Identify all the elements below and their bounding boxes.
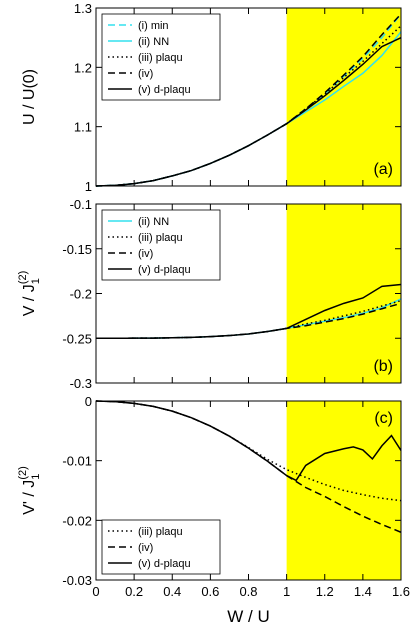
y-tick-label: -0.3 xyxy=(70,376,92,391)
y-axis-label-text: V / J xyxy=(21,284,38,316)
legend-label: (iv) xyxy=(138,68,153,80)
y-axis-label-text: U / U(0) xyxy=(21,69,38,125)
y-tick-label: -0.1 xyxy=(70,197,92,212)
y-tick-label: 1.3 xyxy=(74,1,92,16)
series-line xyxy=(95,36,402,187)
x-tick-label: 1.2 xyxy=(316,584,334,599)
y-tick-label: -0.15 xyxy=(62,242,92,257)
x-tick-label: 0 xyxy=(92,584,99,599)
x-tick-label: 0.6 xyxy=(201,584,219,599)
legend-label: (iv) xyxy=(138,542,153,554)
plot-frame xyxy=(95,7,402,187)
legend-label: (iii) plaqu xyxy=(138,232,183,244)
y-axis-label-sup: (2) xyxy=(17,466,29,479)
series-line xyxy=(95,400,402,533)
series-line xyxy=(95,400,402,482)
y-tick-label: 1.2 xyxy=(74,60,92,75)
legend-label: (v) d-plaqu xyxy=(138,558,191,570)
series-line xyxy=(96,283,402,339)
plot-frame xyxy=(95,400,402,581)
x-tick-label: 0.8 xyxy=(239,584,257,599)
legend-label: (v) d-plaqu xyxy=(138,84,191,96)
panel-label: (a) xyxy=(373,161,393,178)
y-tick-label: 1 xyxy=(85,179,92,194)
y-tick-label: 1.1 xyxy=(74,120,92,135)
legend-label: (ii) NN xyxy=(138,216,169,228)
y-tick-label: -0.2 xyxy=(70,287,92,302)
x-tick-label: 0.2 xyxy=(125,584,143,599)
x-tick-label: 1.4 xyxy=(354,584,372,599)
shaded-region xyxy=(286,204,401,383)
y-tick-label: -0.02 xyxy=(62,513,92,528)
panel-label: (b) xyxy=(373,358,393,375)
panel-label: (c) xyxy=(374,410,393,427)
x-tick-label: 1.6 xyxy=(392,584,410,599)
x-tick-label: 1 xyxy=(283,584,290,599)
legend-box xyxy=(101,209,221,281)
plot-frame xyxy=(95,203,402,384)
y-axis-label-sup: (2) xyxy=(17,271,29,284)
y-axis-label-text: V' / J xyxy=(21,480,38,515)
y-tick-label: -0.01 xyxy=(62,454,92,469)
y-tick-label: -0.03 xyxy=(62,573,92,588)
y-axis-label: U / U(0) xyxy=(21,69,38,125)
x-axis-label: W / U xyxy=(227,607,270,626)
legend-label: (iii) plaqu xyxy=(138,526,183,538)
y-tick-label: -0.25 xyxy=(62,331,92,346)
legend-box xyxy=(101,519,221,575)
y-axis-label-sub: 1 xyxy=(30,278,42,284)
x-tick-label: 0.4 xyxy=(163,584,181,599)
y-axis-label: V' / J1(2) xyxy=(17,466,42,515)
legend-box xyxy=(101,13,221,101)
legend-label: (iv) xyxy=(138,248,153,260)
y-tick-label: 0 xyxy=(85,394,92,409)
legend-label: (v) d-plaqu xyxy=(138,264,191,276)
legend-label: (ii) NN xyxy=(138,36,169,48)
legend-label: (i) min xyxy=(138,20,169,32)
y-axis-label-sub: 1 xyxy=(30,474,42,480)
legend-label: (iii) plaqu xyxy=(138,52,183,64)
y-axis-label: V / J1(2) xyxy=(17,271,42,317)
